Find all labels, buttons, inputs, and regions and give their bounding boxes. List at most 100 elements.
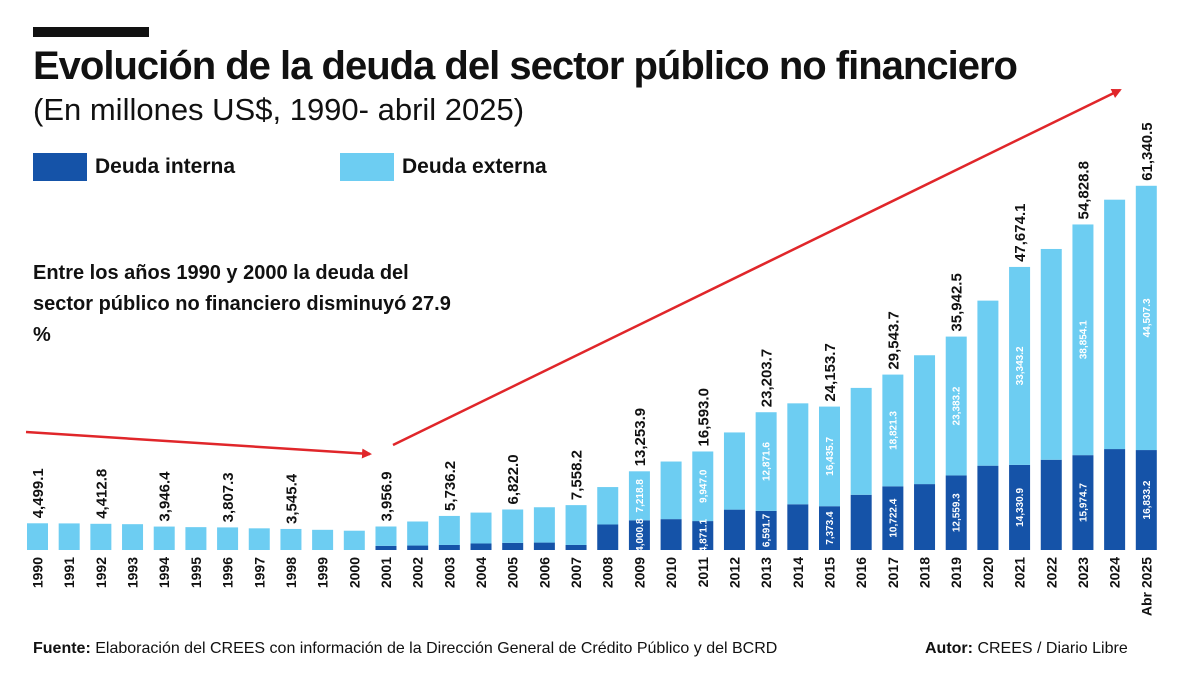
label-external-2011: 9,947.0 <box>698 469 709 503</box>
label-internal-2021: 14,330.9 <box>1015 488 1026 527</box>
bar-internal-2016 <box>850 494 872 550</box>
legend-label-internal: Deuda interna <box>95 155 236 178</box>
tick-label-2005: 2005 <box>505 557 521 588</box>
tick-label-2002: 2002 <box>410 557 426 588</box>
bar-external-2020 <box>977 300 999 466</box>
bar-internal-2021 <box>1009 464 1031 550</box>
total-label-1998: 3,545.4 <box>283 473 300 524</box>
bar-external-1992 <box>90 523 112 550</box>
total-label-Abr 2025: 61,340.5 <box>1139 122 1156 180</box>
total-label-2021: 47,674.1 <box>1012 204 1029 262</box>
tick-label-2019: 2019 <box>948 557 964 588</box>
bar-external-2021 <box>1009 266 1031 465</box>
tick-label-2018: 2018 <box>917 557 933 588</box>
bar-internal-2010 <box>660 519 682 550</box>
bar-internal-2013 <box>755 510 777 550</box>
bar-external-2023 <box>1072 224 1094 456</box>
bar-external-2009 <box>628 471 650 521</box>
bar-external-2001 <box>375 526 397 546</box>
total-label-2009: 13,253.9 <box>632 408 649 466</box>
label-internal-2009: 4,000.8 <box>635 518 646 552</box>
total-label-2019: 35,942.5 <box>949 273 966 331</box>
trend-arrow-growth <box>392 88 1122 447</box>
bar-internal-2022 <box>1040 459 1062 550</box>
bar-external-1994 <box>153 526 175 550</box>
bar-internal-2008 <box>597 524 619 550</box>
legend-item-internal: Deuda interna <box>33 153 235 181</box>
bar-external-2016 <box>850 387 872 495</box>
tick-label-1997: 1997 <box>251 557 267 588</box>
total-label-2003: 5,736.2 <box>442 461 459 511</box>
bar-external-2018 <box>914 355 936 485</box>
trend-arrows <box>25 88 1122 459</box>
tick-label-2022: 2022 <box>1043 557 1059 588</box>
bar-external-1995 <box>185 527 207 550</box>
bar-internal-2018 <box>914 484 936 550</box>
bar-external-2002 <box>407 521 429 546</box>
bar-external-2013 <box>755 412 777 511</box>
tick-label-1991: 1991 <box>61 557 77 588</box>
bar-external-2011 <box>692 451 714 522</box>
total-label-1990: 4,499.1 <box>30 468 47 518</box>
tick-label-2021: 2021 <box>1012 557 1028 588</box>
total-label-2001: 3,956.9 <box>378 471 395 521</box>
bar-external-2010 <box>660 461 682 520</box>
tick-label-2003: 2003 <box>441 557 457 588</box>
chart-title: Evolución de la deuda del sector público… <box>33 44 1018 88</box>
legend-swatch-internal <box>33 153 87 181</box>
bar-external-1991 <box>58 523 80 550</box>
total-label-1992: 4,412.8 <box>93 469 110 519</box>
tick-label-1999: 1999 <box>315 557 331 588</box>
bar-external-1993 <box>122 524 144 550</box>
bar-external-2007 <box>565 505 587 545</box>
tick-label-2014: 2014 <box>790 557 806 588</box>
tick-label-2011: 2011 <box>695 557 711 588</box>
bar-internal-2020 <box>977 465 999 550</box>
bar-external-2012 <box>723 432 745 510</box>
bars-group: 4,499.1 1990 1991 4,412.8 1992 1993 3,946.4 199… <box>27 122 1157 616</box>
label-external-2017: 18,821.3 <box>888 411 899 450</box>
bar-internal-2005 <box>502 542 524 550</box>
tick-label-2013: 2013 <box>758 557 774 588</box>
label-internal-2017: 10,722.4 <box>888 498 899 537</box>
label-internal-2013: 6,591.7 <box>762 513 773 547</box>
label-external-2013: 12,871.6 <box>762 442 773 481</box>
footer-author: Autor: CREES / Diario Libre <box>925 640 1128 658</box>
tick-label-2020: 2020 <box>980 557 996 588</box>
label-internal-Abr 2025: 16,833.2 <box>1142 480 1153 519</box>
tick-label-2016: 2016 <box>853 557 869 588</box>
trend-arrow-decline <box>25 430 372 459</box>
bar-external-2003 <box>438 515 460 545</box>
bar-external-2015 <box>819 406 840 507</box>
legend-label-external: Deuda externa <box>402 155 547 178</box>
tick-label-2008: 2008 <box>600 557 616 588</box>
tick-label-2001: 2001 <box>378 557 394 588</box>
total-label-2013: 23,203.7 <box>759 349 776 407</box>
tick-label-1996: 1996 <box>220 557 236 588</box>
tick-label-2004: 2004 <box>473 557 489 588</box>
bar-external-2019 <box>945 336 967 476</box>
label-internal-2019: 12,559.3 <box>952 493 963 532</box>
author-label: Autor: <box>925 640 973 657</box>
tick-label-2006: 2006 <box>536 557 552 588</box>
label-external-2015: 16,435.7 <box>825 437 836 476</box>
bar-internal-2017 <box>882 486 904 550</box>
bar-internal-2001 <box>375 545 397 550</box>
bar-internal-2014 <box>787 504 809 550</box>
bar-internal-2012 <box>723 509 745 550</box>
bar-external-1998 <box>280 528 302 550</box>
tick-label-2024: 2024 <box>1107 557 1123 588</box>
bar-chart: 4,499.1 1990 1991 4,412.8 1992 1993 3,946.4 199… <box>25 88 1157 616</box>
label-external-2023: 38,854.1 <box>1078 320 1089 359</box>
bar-external-Abr 2025 <box>1135 185 1157 451</box>
tick-label-2012: 2012 <box>726 557 742 588</box>
total-label-2017: 29,543.7 <box>885 311 902 369</box>
bar-external-2022 <box>1040 248 1062 460</box>
bar-internal-2023 <box>1072 455 1094 550</box>
bar-internal-2015 <box>819 506 840 550</box>
footer-source: Fuente: Elaboración del CREES con inform… <box>33 640 777 658</box>
tick-label-2015: 2015 <box>822 557 838 588</box>
label-external-Abr 2025: 44,507.3 <box>1142 298 1153 337</box>
bar-external-2017 <box>882 374 904 487</box>
total-label-1996: 3,807.3 <box>220 472 237 522</box>
